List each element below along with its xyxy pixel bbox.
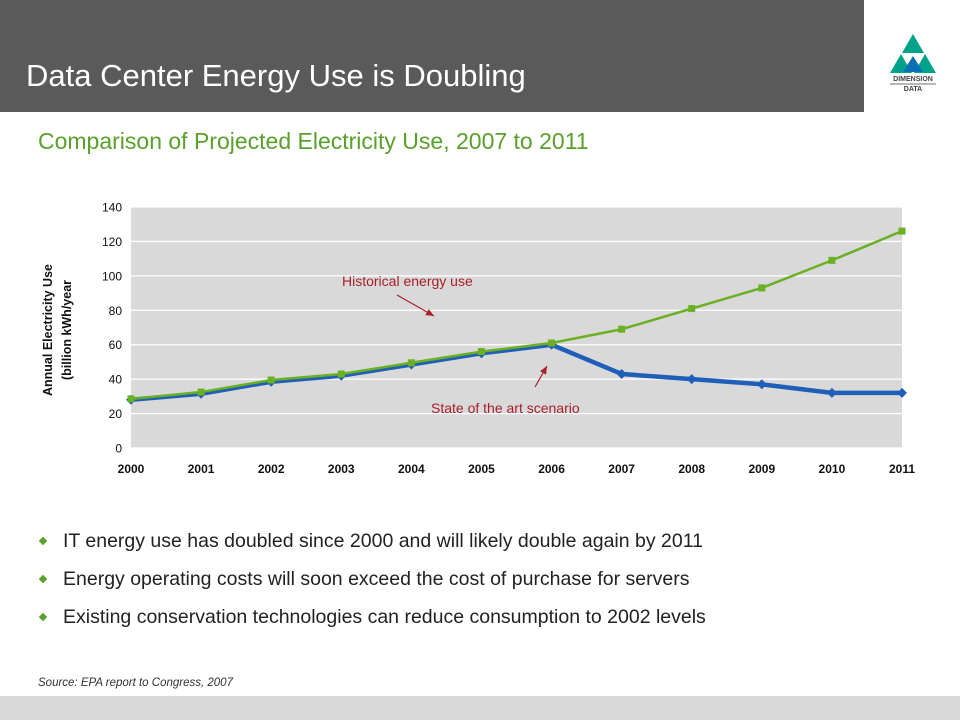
bullet-text: IT energy use has doubled since 2000 and… <box>63 530 703 552</box>
bullet-text: Energy operating costs will soon exceed … <box>63 568 690 590</box>
chart-subtitle: Comparison of Projected Electricity Use,… <box>38 128 589 154</box>
data-point <box>828 256 836 264</box>
x-tick-label: 2003 <box>328 462 355 476</box>
x-tick-label: 2006 <box>538 462 565 476</box>
bullet-list: IT energy use has doubled since 2000 and… <box>38 528 706 642</box>
annotation-historical: Historical energy use <box>342 273 473 289</box>
data-point <box>688 305 696 313</box>
y-tick-label: 80 <box>109 304 123 318</box>
series-historical-energy-use <box>127 227 906 403</box>
annotation-arrows <box>396 294 548 388</box>
header-bar: Data Center Energy Use is Doubling <box>0 0 864 112</box>
data-point <box>618 325 626 333</box>
x-tick-label: 2009 <box>748 462 775 476</box>
y-axis-label-line2: (billion kWh/year <box>60 280 74 380</box>
logo-text-line2: DATA <box>904 86 922 93</box>
series-line <box>130 342 902 403</box>
data-point <box>127 395 135 403</box>
bullet-icon <box>38 612 48 622</box>
series-layer <box>126 227 907 405</box>
x-tick-label: 2002 <box>258 462 285 476</box>
bullet-icon <box>38 536 48 546</box>
arrow-historical <box>396 294 435 317</box>
y-tick-label: 100 <box>102 269 122 283</box>
data-point <box>686 374 697 385</box>
bullet-item: Existing conservation technologies can r… <box>38 604 706 642</box>
x-tick-labels: 2000 2001 2002 2003 2004 2005 2006 2007 2008 2009… <box>118 462 916 476</box>
y-tick-labels: 0 20 40 60 80 100 120 140 <box>102 201 122 456</box>
data-point <box>337 370 345 378</box>
y-tick-label: 0 <box>115 442 122 456</box>
x-tick-label: 2000 <box>118 462 145 476</box>
data-point <box>267 376 275 384</box>
y-tick-label: 40 <box>109 373 123 387</box>
data-point <box>826 387 837 398</box>
x-tick-label: 2011 <box>889 462 915 476</box>
data-point <box>407 359 415 367</box>
y-tick-label: 20 <box>109 407 123 421</box>
x-tick-label: 2008 <box>678 462 705 476</box>
y-axis-label-line1: Annual Electricity Use <box>41 264 55 396</box>
x-tick-label: 2007 <box>608 462 635 476</box>
annotation-state-of-art: State of the art scenario <box>431 400 580 416</box>
logo-text-line1: DIMENSION <box>893 76 933 83</box>
data-point <box>758 284 766 292</box>
y-tick-label: 140 <box>102 201 122 215</box>
data-point <box>477 348 485 356</box>
footer-band <box>0 696 960 720</box>
bullet-icon <box>38 574 48 584</box>
x-tick-label: 2010 <box>819 462 846 476</box>
y-tick-label: 60 <box>109 338 123 352</box>
series-line <box>130 229 903 401</box>
slide-title: Data Center Energy Use is Doubling <box>26 58 526 93</box>
bullet-text: Existing conservation technologies can r… <box>63 606 706 628</box>
x-tick-label: 2001 <box>188 462 215 476</box>
bullet-item: IT energy use has doubled since 2000 and… <box>38 528 706 566</box>
data-point <box>548 339 556 347</box>
data-point <box>898 227 906 235</box>
data-point <box>756 379 767 390</box>
plot-area <box>131 207 902 448</box>
source-note: Source: EPA report to Congress, 2007 <box>38 677 233 689</box>
data-point <box>897 387 907 398</box>
arrow-state-of-art <box>534 365 548 388</box>
x-tick-label: 2004 <box>398 462 425 476</box>
bullet-item: Energy operating costs will soon exceed … <box>38 566 706 604</box>
gridlines <box>131 206 902 449</box>
data-point <box>197 388 205 396</box>
data-point <box>616 368 627 379</box>
y-tick-label: 120 <box>102 235 122 249</box>
dimension-data-logo: DIMENSION DATA <box>868 4 958 108</box>
x-tick-label: 2005 <box>468 462 495 476</box>
